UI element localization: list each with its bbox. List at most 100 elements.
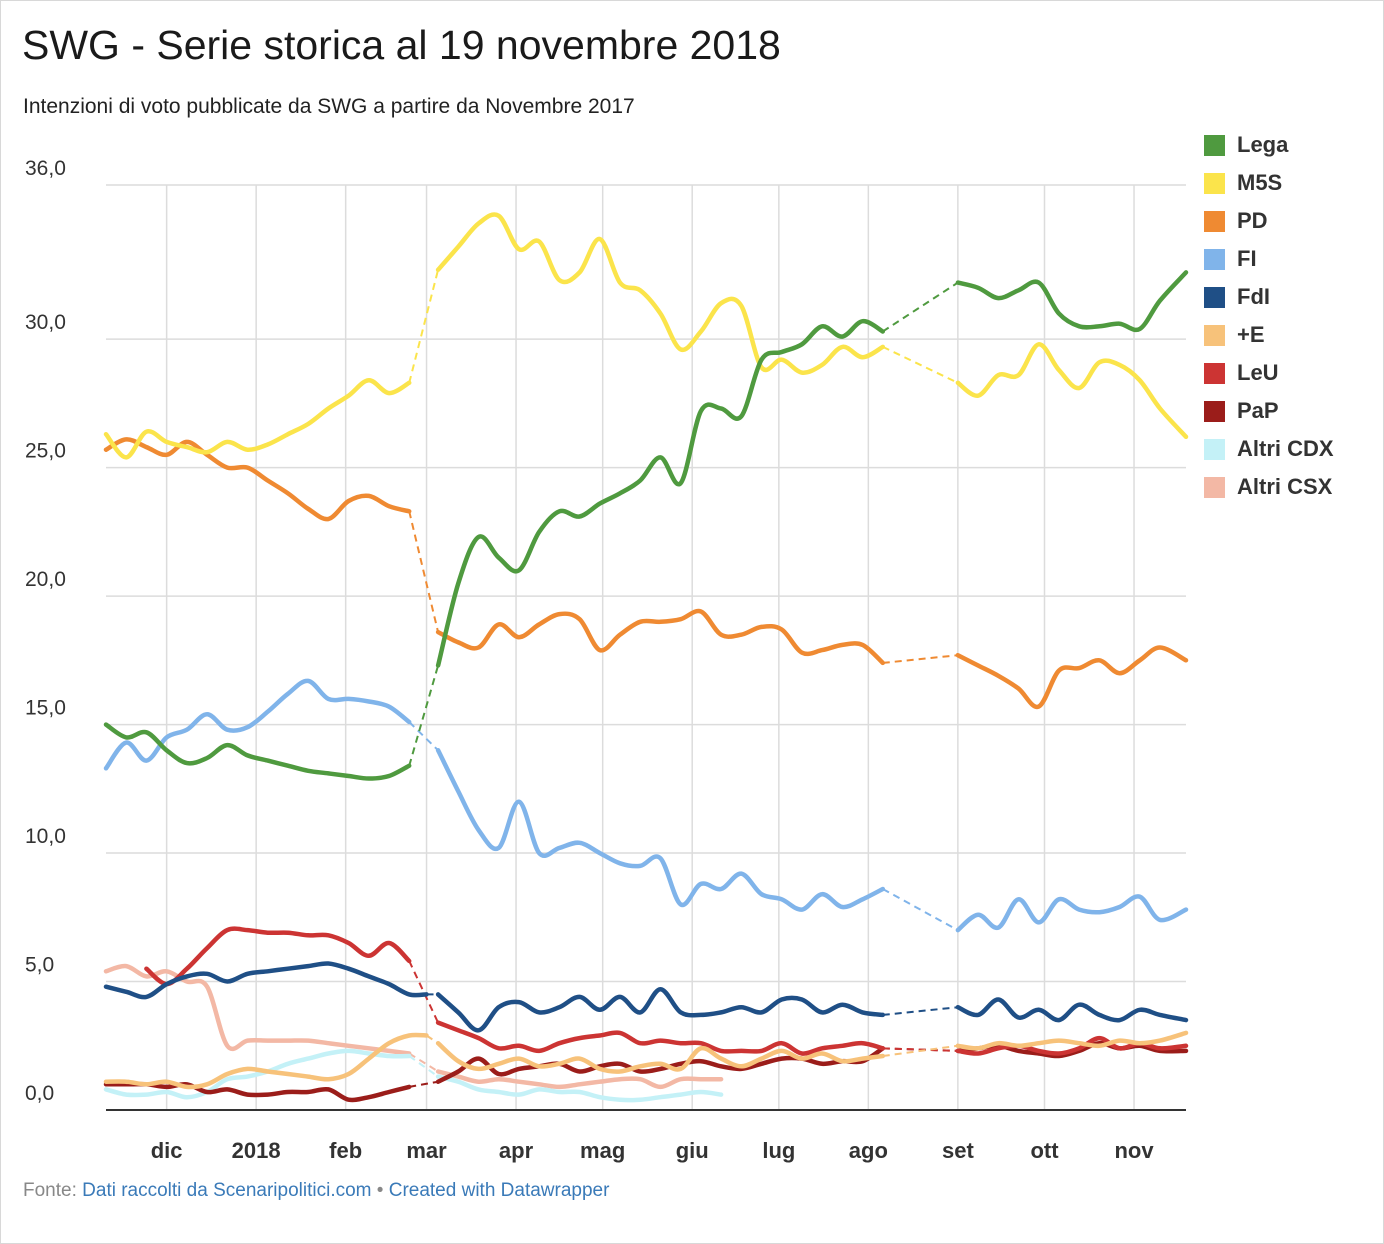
series-line <box>144 926 412 987</box>
x-tick-label: lug <box>762 1138 795 1163</box>
legend-item-pap: PaP <box>1204 392 1334 430</box>
series-line <box>103 1032 429 1090</box>
chart-title: SWG - Serie storica al 19 novembre 2018 <box>22 22 781 68</box>
series-line <box>103 1081 412 1103</box>
source-separator: • <box>376 1180 384 1201</box>
series-line <box>955 997 1189 1023</box>
series-line <box>435 1040 886 1074</box>
legend-swatch <box>1204 134 1225 156</box>
series-gap-connector <box>408 1052 439 1073</box>
source-prefix: Fonte: <box>23 1180 77 1201</box>
x-tick-label: ago <box>849 1138 888 1163</box>
series-line <box>103 678 412 771</box>
series-line <box>435 1069 724 1090</box>
series-line <box>435 318 886 668</box>
series-gap-connector <box>408 511 440 633</box>
x-tick-label: mar <box>406 1138 447 1163</box>
x-tick-label: 2018 <box>232 1138 281 1163</box>
legend-swatch <box>1204 248 1225 270</box>
y-tick-label: 0,0 <box>25 1082 54 1105</box>
series-gap-connector <box>882 1044 959 1058</box>
series-gap-connector <box>882 281 959 333</box>
source-footer: Fonte: Dati raccolti da Scenaripolitici.… <box>23 1180 609 1202</box>
series-line <box>435 748 886 912</box>
series-fi <box>103 678 1189 933</box>
y-tick-label: 25,0 <box>25 440 66 463</box>
series-line <box>435 608 886 666</box>
series-line <box>103 961 429 1000</box>
series-gap-connector <box>882 345 959 384</box>
legend-label: FI <box>1237 246 1257 271</box>
x-tick-label: mag <box>580 1138 625 1163</box>
y-tick-label: 5,0 <box>25 954 54 977</box>
legend-item-leu: LeU <box>1204 354 1334 392</box>
legend-swatch <box>1204 286 1225 308</box>
x-tick-label: giu <box>676 1138 709 1163</box>
series-gap-connector <box>408 1055 439 1078</box>
series-layer <box>103 212 1189 1103</box>
legend-item-fi: FI <box>1204 240 1334 278</box>
legend-label: M5S <box>1237 170 1283 195</box>
legend-item-altri-cdx: Altri CDX <box>1204 430 1334 468</box>
series-gap-connector <box>882 654 958 664</box>
x-tick-label: feb <box>329 1138 362 1163</box>
series-line <box>435 986 886 1033</box>
legend-label: Lega <box>1237 132 1289 157</box>
series-line <box>103 378 412 460</box>
legend-item-fdi: FdI <box>1204 278 1334 316</box>
y-tick-label: 10,0 <box>25 825 66 848</box>
series-pd <box>103 437 1189 710</box>
series-line <box>955 645 1189 710</box>
series-gap-connector <box>408 721 439 751</box>
series-altri-csx <box>103 963 724 1090</box>
series-line <box>103 963 412 1056</box>
series-line <box>955 1030 1189 1051</box>
series-gap-connector <box>408 269 440 384</box>
x-tick-label: nov <box>1114 1138 1154 1163</box>
series-gap-connector <box>882 888 959 932</box>
series-fdi <box>103 961 1189 1033</box>
y-tick-label: 30,0 <box>25 311 66 334</box>
chart-subtitle: Intenzioni di voto pubblicate da SWG a p… <box>23 95 635 118</box>
y-tick-label: 20,0 <box>25 568 66 591</box>
legend-swatch <box>1204 210 1225 232</box>
series-line <box>103 1048 412 1100</box>
x-tick-label: set <box>942 1138 974 1163</box>
legend-swatch <box>1204 362 1225 384</box>
legend-swatch <box>1204 438 1225 460</box>
legend-item-m5s: M5S <box>1204 164 1334 202</box>
credit-link[interactable]: Created with Datawrapper <box>388 1180 610 1201</box>
x-tick-label: apr <box>499 1138 534 1163</box>
legend-swatch <box>1204 172 1225 194</box>
y-tick-label: 15,0 <box>25 697 66 720</box>
legend-item-altri-csx: Altri CSX <box>1204 468 1334 506</box>
y-tick-label: 36,0 <box>25 157 66 180</box>
legend-label: +E <box>1237 322 1265 347</box>
series-lega <box>103 270 1189 781</box>
series-line <box>435 1046 886 1084</box>
legend-item-e: +E <box>1204 316 1334 354</box>
series-gap-connector <box>408 665 440 766</box>
series-line <box>955 894 1189 933</box>
series-e <box>103 1030 1189 1090</box>
legend-label: PD <box>1237 208 1268 233</box>
series-line <box>435 1074 724 1103</box>
series-line <box>103 437 412 522</box>
source-link[interactable]: Dati raccolti da Scenaripolitici.com <box>82 1180 372 1201</box>
legend-label: Altri CSX <box>1237 474 1333 499</box>
series-line <box>955 342 1189 440</box>
legend-swatch <box>1204 476 1225 498</box>
legend-swatch <box>1204 324 1225 346</box>
series-gap-connector <box>425 1034 439 1045</box>
legend-item-lega: Lega <box>1204 126 1334 164</box>
legend-label: FdI <box>1237 284 1270 309</box>
legend-swatch <box>1204 400 1225 422</box>
x-tick-label: ott <box>1030 1138 1059 1163</box>
series-gap-connector <box>409 1080 439 1088</box>
grid-layer <box>106 184 1186 1110</box>
series-line <box>435 212 886 375</box>
legend-item-pd: PD <box>1204 202 1334 240</box>
legend-label: Altri CDX <box>1237 436 1334 461</box>
axis-layer: 0,0 5,0 10,0 15,0 20,0 25,0 30,0 36,0 dic 2018 feb… <box>25 157 1186 1163</box>
